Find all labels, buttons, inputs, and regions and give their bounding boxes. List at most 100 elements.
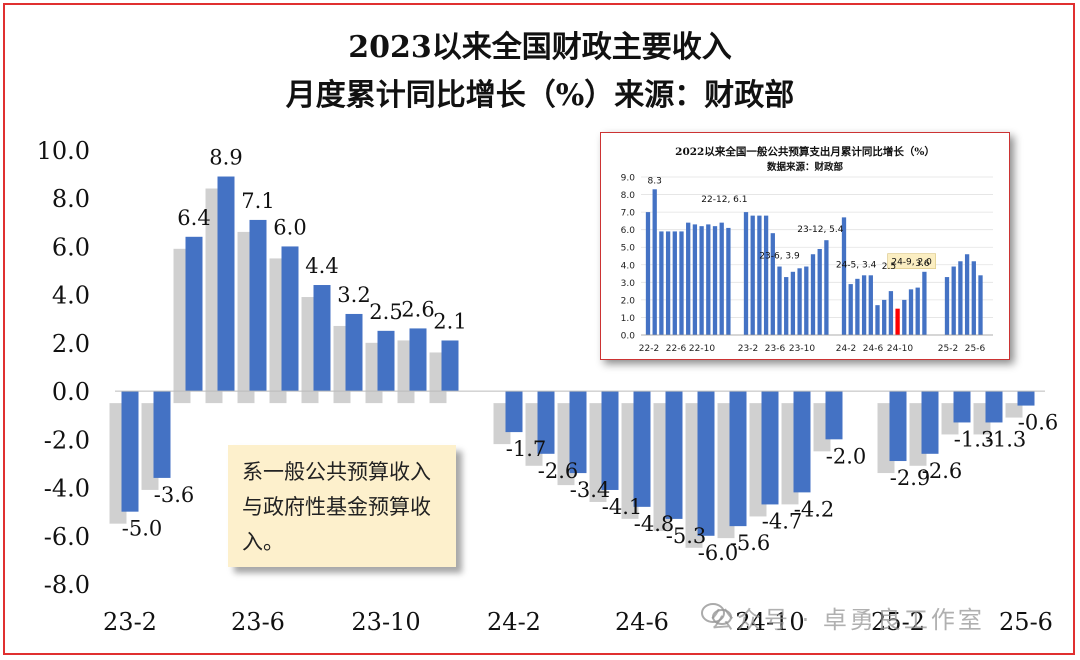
inset-bar <box>875 305 880 335</box>
y-tick-label: -8.0 <box>44 571 90 599</box>
bar <box>281 246 299 392</box>
inset-bar <box>861 275 867 335</box>
bar <box>953 391 971 423</box>
inset-y-tick-label: 4.0 <box>621 261 636 271</box>
y-tick-label: -2.0 <box>44 426 90 454</box>
inset-annotation: 3.6 <box>915 259 930 269</box>
inset-subtitle: 数据来源：财政部 <box>766 161 844 173</box>
chart-title: 2023以来全国财政主要收入 <box>348 30 732 65</box>
data-label: -3.4 <box>570 478 611 502</box>
data-label: 7.1 <box>241 189 274 213</box>
data-label: -2.6 <box>538 459 579 483</box>
data-label: -4.2 <box>794 497 835 521</box>
x-tick-label: 24-2 <box>487 608 541 636</box>
inset-chart-panel: 2022以来全国一般公共预算支出月累计同比增长（%） 数据来源：财政部 9.0 8.0… <box>600 132 1010 360</box>
inset-bar <box>726 227 731 335</box>
data-label: -2.9 <box>890 466 931 490</box>
bar <box>345 313 363 392</box>
inset-x-tick-label: 23-2 <box>738 344 758 354</box>
inset-y-tick-label: 8.0 <box>621 191 636 201</box>
inset-bar <box>743 212 749 335</box>
note-box: 系一般公共预算收入与政府性基金预算收入。 <box>228 445 456 567</box>
bar <box>153 391 171 478</box>
inset-x-tick-label: 22-6 <box>666 344 687 354</box>
bar <box>761 391 779 505</box>
inset-annotation: 22-12, 6.1 <box>701 195 747 205</box>
y-tick-label: 10.0 <box>37 137 90 165</box>
data-label: 2.5 <box>369 300 402 324</box>
bar <box>889 391 907 462</box>
inset-bar <box>719 222 724 335</box>
bar <box>185 236 203 392</box>
inset-bar <box>810 254 816 335</box>
data-label: -1.7 <box>506 437 547 461</box>
data-label: 2.1 <box>433 309 466 333</box>
inset-y-tick-label: 0.0 <box>621 332 636 342</box>
inset-callout-box <box>887 253 936 269</box>
bar <box>249 219 267 392</box>
data-label: -0.6 <box>1018 411 1059 435</box>
bar <box>921 391 939 454</box>
inset-annotation: 23-12, 5.4 <box>797 225 843 235</box>
inset-bar <box>888 291 894 335</box>
bar <box>1017 391 1035 406</box>
inset-y-tick-label: 9.0 <box>621 174 636 184</box>
inset-bar <box>645 212 651 335</box>
inset-chart: 2022以来全国一般公共预算支出月累计同比增长（%） 数据来源：财政部 9.0 8.0… <box>621 145 993 354</box>
data-label: 8.9 <box>209 146 242 170</box>
bar <box>537 391 555 454</box>
watermark: 公众号 · 卓勇良工作室 <box>710 606 985 634</box>
inset-bar <box>699 226 704 335</box>
data-label: 4.4 <box>305 254 338 278</box>
inset-bar <box>665 231 671 335</box>
bar <box>505 391 523 433</box>
inset-annotation: 2.5 <box>882 262 896 272</box>
bar <box>217 176 235 392</box>
inset-annotation: 24-5, 3.4 <box>836 260 877 270</box>
bar <box>793 391 811 493</box>
inset-y-tick-label: 1.0 <box>621 314 636 324</box>
inset-bar <box>652 189 657 335</box>
inset-bar <box>922 271 927 335</box>
data-label: -4.7 <box>762 509 803 533</box>
inset-bar <box>763 215 769 335</box>
bar-shadow <box>1005 403 1023 418</box>
inset-y-tick-label: 7.0 <box>621 209 636 219</box>
inset-annotation: 23-6, 3.9 <box>759 252 800 262</box>
inset-bar <box>841 217 847 335</box>
x-tick-label: 25-6 <box>999 608 1053 636</box>
inset-bar <box>784 277 789 335</box>
bar <box>377 330 395 392</box>
bar <box>665 391 683 519</box>
inset-x-tick-label: 25-6 <box>965 344 986 354</box>
x-tick-label: 23-6 <box>231 608 285 636</box>
inset-bar <box>915 287 920 335</box>
inset-bar <box>855 278 860 335</box>
data-label: -5.3 <box>666 524 707 548</box>
inset-y-tick-label: 3.0 <box>621 279 636 289</box>
inset-x-tick-label: 25-2 <box>938 344 958 354</box>
inset-annotation: 24-9, 2.0 <box>891 258 932 268</box>
data-label: -5.0 <box>122 517 163 541</box>
inset-bar <box>770 233 775 335</box>
bar <box>601 391 619 490</box>
inset-bar <box>895 308 900 335</box>
inset-bar <box>944 277 950 335</box>
bar <box>825 391 843 440</box>
bar <box>985 391 1003 423</box>
inset-bar <box>824 240 829 335</box>
bar <box>409 328 427 392</box>
x-tick-label: 24-10 <box>735 608 804 636</box>
inset-bar <box>679 231 684 335</box>
bar <box>633 391 651 507</box>
inset-bar <box>882 299 887 335</box>
inset-x-tick-label: 23-6 <box>765 344 786 354</box>
inset-x-tick-label: 22-2 <box>639 344 659 354</box>
data-label: 2.6 <box>401 297 434 321</box>
inset-bar <box>692 224 698 335</box>
data-label: 6.4 <box>177 206 210 230</box>
inset-bar <box>706 224 711 335</box>
inset-bar <box>908 289 914 335</box>
inset-bar <box>958 261 963 335</box>
data-label: -3.6 <box>154 483 195 507</box>
